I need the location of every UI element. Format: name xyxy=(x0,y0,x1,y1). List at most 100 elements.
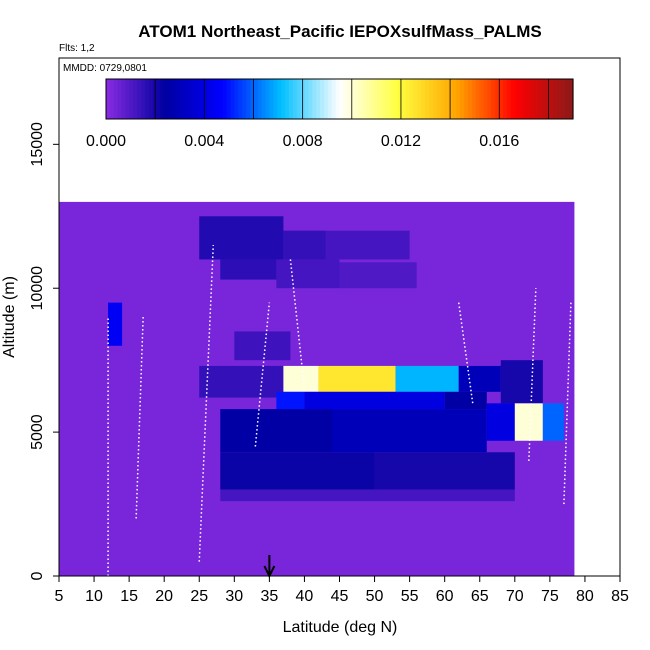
colorbar-swatch xyxy=(526,79,531,119)
y-tick-label: 15000 xyxy=(29,122,46,167)
heatmap-cell xyxy=(220,489,515,502)
colorbar-swatch xyxy=(537,79,543,119)
colorbar-swatch xyxy=(553,79,559,119)
x-tick-label: 75 xyxy=(541,588,559,605)
heatmap-cells xyxy=(59,201,575,576)
colorbar-swatch xyxy=(499,79,504,119)
colorbar-swatch xyxy=(285,79,290,119)
colorbar-swatch xyxy=(397,79,403,119)
colorbar-swatch xyxy=(487,79,492,119)
colorbar-swatch xyxy=(569,79,574,119)
colorbar-swatch xyxy=(214,79,220,119)
colorbar-swatch xyxy=(172,79,177,119)
colorbar-tick-label: 0.016 xyxy=(479,133,519,150)
colorbar-swatch xyxy=(312,79,317,119)
colorbar-swatch xyxy=(366,79,372,119)
colorbar-swatch xyxy=(510,79,516,119)
colorbar-swatch xyxy=(269,79,274,119)
colorbar-swatch xyxy=(456,79,461,119)
colorbar-swatch xyxy=(343,79,348,119)
colorbar-swatch xyxy=(444,79,450,119)
colorbar-swatch xyxy=(464,79,469,119)
colorbar-swatch xyxy=(273,79,278,119)
heatmap-cell xyxy=(276,259,340,289)
x-tick-label: 20 xyxy=(155,588,173,605)
heatmap-cell xyxy=(339,262,417,289)
heatmap-cell xyxy=(444,391,487,410)
colorbar-swatch xyxy=(382,79,387,119)
colorbar-swatch xyxy=(156,79,162,119)
heatmap-cell xyxy=(234,331,291,361)
flight-track xyxy=(528,288,537,461)
x-tick-label: 40 xyxy=(296,588,314,605)
colorbar-swatch xyxy=(409,79,415,119)
y-axis: 0 5000 10000 15000 xyxy=(29,122,59,580)
colorbar-swatch xyxy=(390,79,395,119)
x-axis-label: Latitude (deg N) xyxy=(283,619,398,636)
colorbar-swatch xyxy=(304,79,309,119)
heatmap-cell xyxy=(199,365,284,398)
colorbar-swatch xyxy=(491,79,496,119)
heatmap-cell xyxy=(395,365,459,392)
flight-track xyxy=(254,302,271,447)
colorbar-swatch xyxy=(288,79,294,119)
flight-track xyxy=(135,316,144,519)
colorbar-swatch xyxy=(207,79,212,119)
colorbar: 0.000 0.004 0.008 0.012 0.016 xyxy=(86,78,574,150)
x-tick-label: 80 xyxy=(576,588,594,605)
heatmap-cell xyxy=(283,365,319,392)
x-tick-label: 25 xyxy=(190,588,208,605)
heatmap-cell xyxy=(542,403,564,441)
heatmap-cell xyxy=(458,365,501,392)
colorbar-swatch xyxy=(183,79,189,119)
colorbar-swatch xyxy=(436,79,442,119)
colorbar-swatch xyxy=(467,79,473,119)
heatmap-cell xyxy=(486,403,515,441)
x-tick-label: 65 xyxy=(471,588,489,605)
colorbar-swatch xyxy=(164,79,169,119)
colorbar-swatch xyxy=(187,79,193,119)
x-tick-label: 15 xyxy=(120,588,138,605)
colorbar-swatch xyxy=(495,79,500,119)
colorbar-swatch xyxy=(121,79,127,119)
x-tick-label: 10 xyxy=(85,588,103,605)
colorbar-swatch xyxy=(238,79,243,119)
x-tick-label: 60 xyxy=(436,588,454,605)
colorbar-swatch xyxy=(393,79,399,119)
colorbar-swatch xyxy=(203,79,208,119)
colorbar-swatch xyxy=(195,79,200,119)
colorbar-swatch xyxy=(425,79,430,119)
colorbar-swatch xyxy=(292,79,298,119)
colorbar-swatch xyxy=(323,79,329,119)
colorbar-swatch xyxy=(117,79,123,119)
colorbar-swatch xyxy=(335,79,341,119)
colorbar-swatch xyxy=(448,79,453,119)
heatmap-cell xyxy=(283,230,326,260)
colorbar-swatch xyxy=(522,79,527,119)
flight-track xyxy=(457,302,474,404)
colorbar-tick-label: 0.008 xyxy=(283,133,323,150)
y-tick-label: 10000 xyxy=(29,266,46,311)
colorbar-swatch xyxy=(125,79,130,119)
colorbar-swatch xyxy=(331,79,337,119)
colorbar-swatch xyxy=(253,79,259,119)
colorbar-swatch xyxy=(413,79,418,119)
y-tick-label: 0 xyxy=(29,571,46,580)
heatmap-cell xyxy=(332,409,487,453)
colorbar-swatch xyxy=(541,79,547,119)
colorbar-swatch xyxy=(378,79,383,119)
colorbar-swatch xyxy=(339,79,344,119)
heatmap-cell xyxy=(199,216,284,260)
chart-title: ATOM1 Northeast_Pacific IEPOXsulfMass_PA… xyxy=(138,22,541,41)
latitude-arrow xyxy=(263,555,276,579)
colorbar-swatch xyxy=(452,79,457,119)
colorbar-swatch xyxy=(514,79,520,119)
colorbar-tick-label: 0.000 xyxy=(86,133,126,150)
colorbar-swatch xyxy=(316,79,321,119)
colorbar-swatch xyxy=(242,79,247,119)
colorbar-swatch xyxy=(129,79,134,119)
colorbar-swatch xyxy=(191,79,197,119)
heatmap-cell xyxy=(276,391,305,410)
colorbar-swatch xyxy=(281,79,286,119)
colorbar-swatch xyxy=(179,79,185,119)
